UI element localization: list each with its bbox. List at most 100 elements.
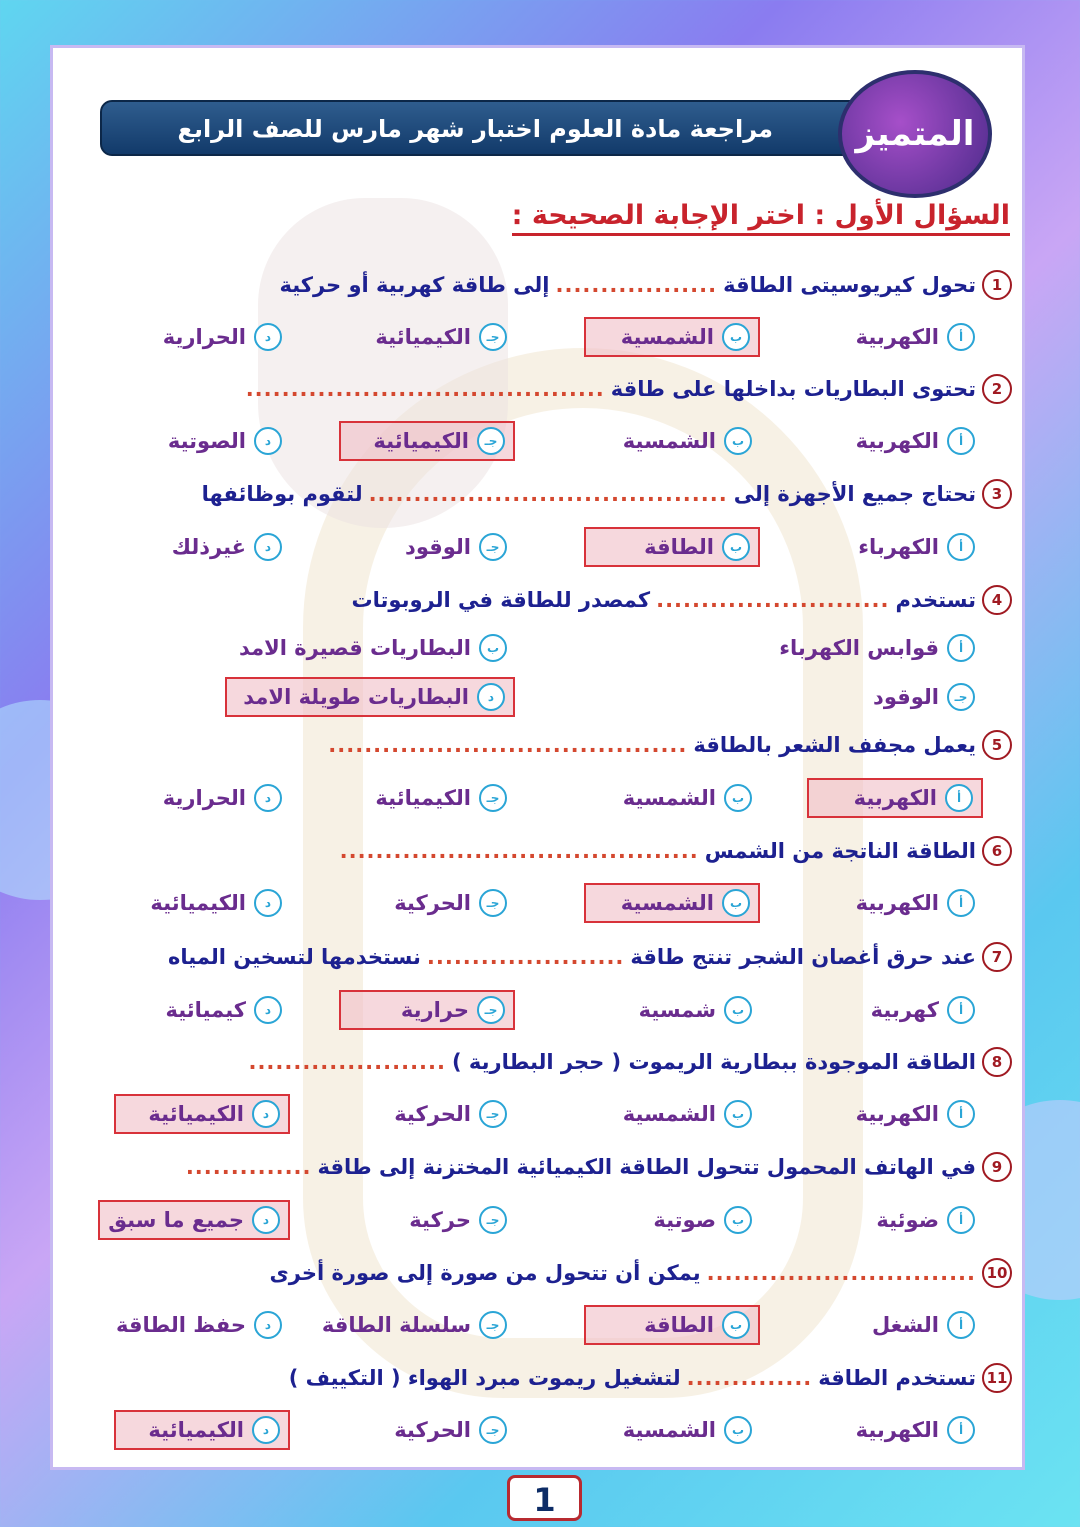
option-2-1[interactable]: أ الكهربية — [848, 421, 983, 461]
option-letter-icon: د — [254, 1311, 282, 1339]
option-3-4[interactable]: د غيرذلك — [164, 527, 290, 567]
option-11-2[interactable]: ب الشمسية — [615, 1410, 760, 1450]
option-letter-icon: أ — [947, 1416, 975, 1444]
question-text-before: تحول كيريوسيتى الطاقة — [723, 273, 976, 297]
option-8-2[interactable]: ب الشمسية — [615, 1094, 760, 1134]
option-label: الصوتية — [167, 429, 246, 453]
option-6-2[interactable]: ب الشمسية — [584, 883, 760, 923]
option-8-4[interactable]: د الكيميائية — [114, 1094, 290, 1134]
option-3-2[interactable]: ب الطاقة — [584, 527, 760, 567]
option-8-1[interactable]: أ الكهربية — [848, 1094, 983, 1134]
option-letter-icon: جـ — [477, 996, 505, 1024]
option-4-4[interactable]: د البطاريات طويلة الامد — [225, 677, 515, 717]
option-label: الشمسية — [622, 429, 716, 453]
option-1-4[interactable]: د الحرارية — [155, 317, 290, 357]
option-letter-icon: جـ — [947, 683, 975, 711]
option-8-3[interactable]: جـ الحركية — [386, 1094, 515, 1134]
question-number: 3 — [982, 479, 1012, 509]
option-6-4[interactable]: د الكيميائية — [142, 883, 290, 923]
option-letter-icon: د — [254, 889, 282, 917]
option-label: الحركية — [394, 1418, 471, 1442]
option-letter-icon: د — [254, 427, 282, 455]
question-number: 10 — [982, 1258, 1012, 1288]
answer-blank[interactable]: ...................... — [426, 945, 625, 969]
question-7: 7 عند حرق أغصان الشجر تنتج طاقة..........… — [168, 940, 1012, 974]
option-2-4[interactable]: د الصوتية — [160, 421, 290, 461]
option-7-2[interactable]: ب شمسية — [631, 990, 760, 1030]
answer-blank[interactable]: .............................. — [706, 1261, 976, 1285]
option-1-1[interactable]: أ الكهربية — [848, 317, 983, 357]
question-2: 2 تحتوى البطاريات بداخلها على طاقة.......… — [246, 372, 1012, 406]
option-4-2[interactable]: ب البطاريات قصيرة الامد — [231, 628, 515, 668]
answer-blank[interactable]: .......................... — [656, 588, 890, 612]
option-9-4[interactable]: د جميع ما سبق — [98, 1200, 290, 1240]
header-title: مراجعة مادة العلوم اختبار شهر مارس للصف … — [177, 115, 773, 197]
option-7-1[interactable]: أ كهربية — [863, 990, 983, 1030]
question-text-before: تستخدم الطاقة — [818, 1366, 976, 1390]
option-3-1[interactable]: أ الكهرباء — [850, 527, 983, 567]
option-2-3[interactable]: جـ الكيميائية — [339, 421, 515, 461]
option-letter-icon: ب — [724, 427, 752, 455]
option-label: الكيميائية — [373, 429, 469, 453]
option-label: البطاريات قصيرة الامد — [238, 636, 471, 660]
answer-blank[interactable]: ........................................ — [328, 733, 688, 757]
question-5: 5 يعمل مجفف الشعر بالطاقة................… — [328, 728, 1012, 762]
answer-blank[interactable]: ........................................ — [339, 839, 699, 863]
question-text-after: لتشغيل ريموت مبرد الهواء ( التكييف ) — [288, 1366, 681, 1390]
question-number: 9 — [982, 1152, 1012, 1182]
answer-blank[interactable]: ........................................ — [245, 377, 605, 401]
option-11-4[interactable]: د الكيميائية — [114, 1410, 290, 1450]
option-7-3[interactable]: جـ حرارية — [339, 990, 515, 1030]
option-11-1[interactable]: أ الكهربية — [848, 1410, 983, 1450]
option-5-1[interactable]: أ الكهربية — [807, 778, 983, 818]
question-6: 6 الطاقة الناتجة من الشمس................… — [340, 834, 1012, 868]
option-letter-icon: د — [252, 1100, 280, 1128]
question-8: 8 الطاقة الموجودة ببطارية الريموت ( حجر ا… — [248, 1045, 1012, 1079]
question-1: 1 تحول كيريوسيتى الطاقة..................… — [279, 268, 1012, 302]
option-9-1[interactable]: أ ضوئية — [868, 1200, 983, 1240]
option-5-2[interactable]: ب الشمسية — [615, 778, 760, 818]
option-letter-icon: ب — [722, 889, 750, 917]
answer-blank[interactable]: ...................... — [248, 1050, 446, 1074]
option-label: الوقود — [405, 535, 471, 559]
worksheet-page — [50, 45, 1025, 1470]
option-6-1[interactable]: أ الكهربية — [848, 883, 983, 923]
answer-blank[interactable]: .................. — [555, 273, 718, 297]
option-2-2[interactable]: ب الشمسية — [615, 421, 760, 461]
option-label: الحرارية — [162, 325, 246, 349]
option-10-3[interactable]: جـ سلسلة الطاقة — [314, 1305, 515, 1345]
answer-blank[interactable]: .............. — [686, 1366, 813, 1390]
option-10-4[interactable]: د حفظ الطاقة — [108, 1305, 290, 1345]
option-1-2[interactable]: ب الشمسية — [584, 317, 760, 357]
option-letter-icon: أ — [947, 1311, 975, 1339]
section-heading: السؤال الأول : اختر الإجابة الصحيحة : — [511, 200, 1010, 236]
option-label: ضوئية — [876, 1208, 939, 1232]
option-4-3[interactable]: جـ الوقود — [865, 677, 983, 717]
option-5-3[interactable]: جـ الكيميائية — [367, 778, 515, 818]
option-4-1[interactable]: أ قوابس الكهرباء — [771, 628, 983, 668]
option-letter-icon: جـ — [479, 1100, 507, 1128]
option-9-3[interactable]: جـ حركية — [401, 1200, 515, 1240]
answer-blank[interactable]: ........................................ — [368, 482, 728, 506]
option-10-2[interactable]: ب الطاقة — [584, 1305, 760, 1345]
option-9-2[interactable]: ب صوتية — [645, 1200, 760, 1240]
option-label: الكهربية — [855, 891, 939, 915]
option-1-3[interactable]: جـ الكيميائية — [367, 317, 515, 357]
option-letter-icon: أ — [947, 996, 975, 1024]
option-letter-icon: د — [254, 996, 282, 1024]
question-text-before: في الهاتف المحمول تتحول الطاقة الكيميائي… — [317, 1155, 977, 1179]
option-label: الشمسية — [620, 891, 714, 915]
question-11: 11 تستخدم الطاقة.............. لتشغيل ريمو… — [289, 1361, 1012, 1395]
answer-blank[interactable]: .............. — [185, 1155, 312, 1179]
option-letter-icon: د — [477, 683, 505, 711]
option-6-3[interactable]: جـ الحركية — [386, 883, 515, 923]
option-3-3[interactable]: جـ الوقود — [397, 527, 515, 567]
question-9: 9 في الهاتف المحمول تتحول الطاقة الكيميائ… — [186, 1150, 1012, 1184]
option-7-4[interactable]: د كيميائية — [157, 990, 290, 1030]
option-10-1[interactable]: أ الشغل — [864, 1305, 983, 1345]
option-5-4[interactable]: د الحرارية — [155, 778, 290, 818]
option-11-3[interactable]: جـ الحركية — [386, 1410, 515, 1450]
question-text-after: يمكن أن تتحول من صورة إلى صورة أخرى — [269, 1261, 701, 1285]
option-letter-icon: د — [254, 533, 282, 561]
question-number: 6 — [982, 836, 1012, 866]
